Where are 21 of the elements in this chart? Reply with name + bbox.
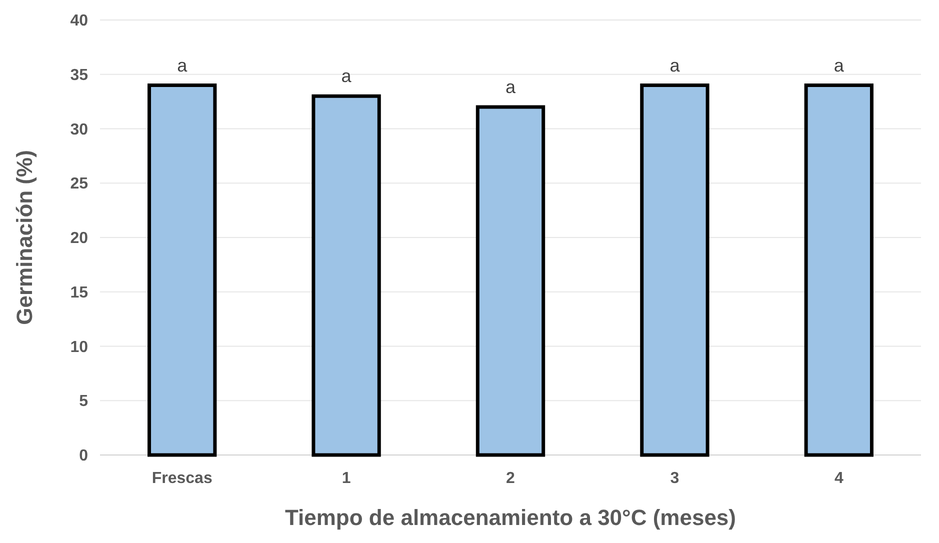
- x-axis-title: Tiempo de almacenamiento a 30°C (meses): [284, 505, 736, 530]
- y-tick-label: 30: [70, 121, 88, 138]
- annotation: a: [505, 77, 516, 97]
- annotation: a: [341, 66, 352, 86]
- y-tick-label: 0: [79, 448, 88, 465]
- y-tick-label: 5: [79, 393, 88, 410]
- x-tick-label: 3: [670, 470, 680, 487]
- y-tick-label: 35: [70, 66, 88, 84]
- x-tick-label: 1: [342, 470, 351, 487]
- y-tick-label: 20: [70, 230, 88, 248]
- annotation: a: [177, 55, 188, 76]
- annotation: a: [670, 55, 681, 76]
- y-tick-label: 40: [70, 12, 88, 30]
- x-tick-label: 2: [506, 470, 516, 487]
- x-tick-label: Frescas: [152, 470, 212, 487]
- y-tick-label: 15: [70, 284, 88, 302]
- y-tick-label: 10: [70, 338, 88, 356]
- y-axis-title: Germinación (%): [12, 150, 37, 325]
- y-tick-label: 25: [70, 176, 88, 193]
- annotation: a: [834, 55, 845, 76]
- x-tick-label: 4: [834, 470, 844, 487]
